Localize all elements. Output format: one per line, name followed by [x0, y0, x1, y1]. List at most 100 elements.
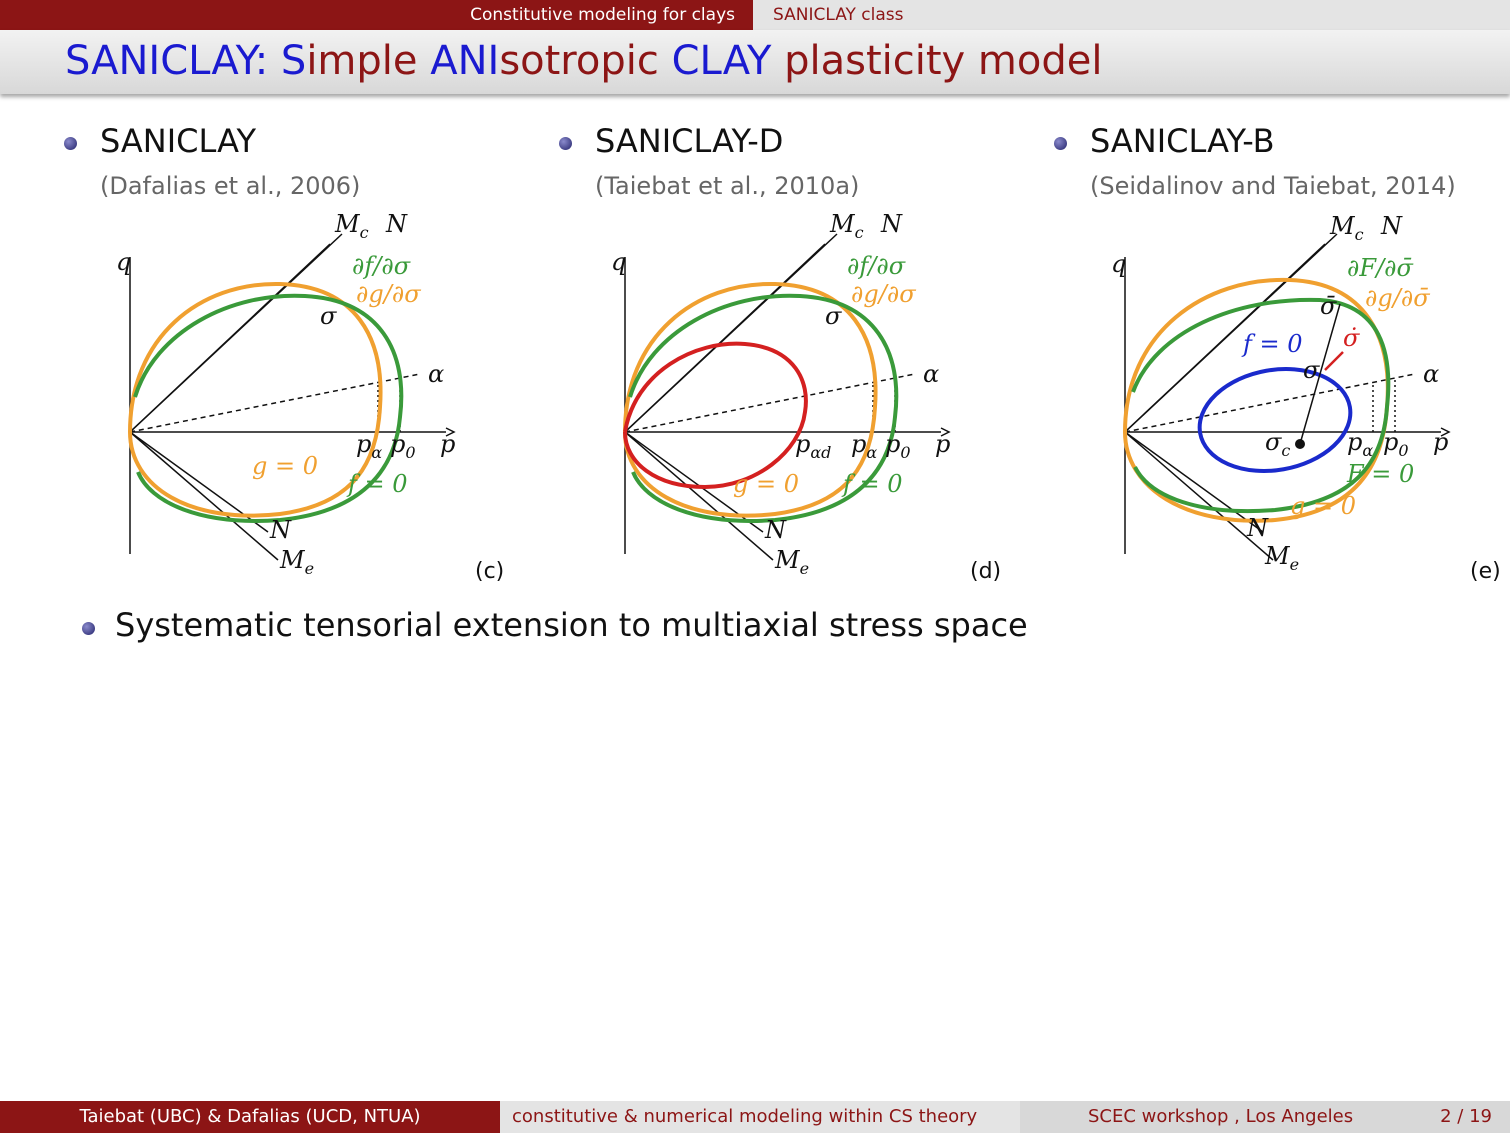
diagram-label: N: [1380, 212, 1403, 240]
footer-authors: Taiebat (UBC) & Dafalias (UCD, NTUA): [0, 1101, 500, 1133]
label-main: p: [795, 430, 810, 458]
column-heading: SANICLAY: [100, 122, 257, 160]
label-main: ∂f/∂σ: [352, 252, 411, 280]
label-main: p: [1433, 428, 1448, 456]
header-subsection: SANICLAY class: [753, 0, 1510, 30]
g-surface: [623, 281, 878, 518]
label-sub: 0: [405, 443, 415, 462]
diagram-label: σ: [1303, 356, 1320, 384]
diagram-label: N: [269, 516, 292, 544]
label-main: σ: [1303, 356, 1320, 384]
diagram-label: α: [1423, 360, 1439, 388]
diagram-label: σ: [825, 302, 842, 330]
diagram-label: ∂g/∂σ: [356, 280, 421, 308]
label-sub: c: [1355, 225, 1364, 244]
diagram-label: g = 0: [733, 470, 799, 498]
label-main: N: [880, 210, 903, 238]
label-main: N: [269, 516, 292, 544]
label-main: M: [774, 546, 801, 574]
diagram-label: p: [1433, 428, 1448, 456]
label-main: N: [385, 210, 408, 238]
label-main: g = 0: [733, 470, 799, 498]
diagram-label: p0: [885, 430, 911, 462]
diagram-label: p0: [390, 430, 416, 462]
diagram-label: Me: [774, 546, 809, 578]
diagram-label: g = 0: [252, 452, 318, 480]
panel-tag: (e): [1470, 559, 1501, 584]
diagram-label: f = 0: [841, 470, 903, 498]
label-main: M: [279, 546, 306, 574]
alpha-line: [1124, 373, 1416, 433]
bullet-dot: [1054, 137, 1067, 150]
label-main: M: [829, 210, 856, 238]
diagram-label: p0: [1383, 428, 1409, 460]
diagram-label: Mc: [1329, 212, 1364, 244]
diagram-label: Me: [279, 546, 314, 578]
me-line-lower: [624, 431, 774, 561]
title-segment: sotropic: [499, 38, 672, 84]
arrow-head: [1440, 427, 1451, 437]
label-main: p: [851, 430, 866, 458]
label-main: f = 0: [346, 470, 408, 498]
label-sub: 0: [900, 443, 910, 462]
footer-right: SCEC workshop , Los Angeles 2 / 19: [1020, 1101, 1510, 1133]
footer-topic: constitutive & numerical modeling within…: [500, 1101, 1020, 1133]
fd-surface: [623, 341, 808, 490]
bullet-dot: [64, 137, 77, 150]
label-main: p: [935, 430, 950, 458]
label-main: p: [885, 430, 900, 458]
diagram-label: f = 0: [346, 470, 408, 498]
diagram-label: α: [923, 360, 939, 388]
diagram-label: g = 0: [1290, 492, 1356, 520]
bullet-dot: [559, 137, 572, 150]
label-main: ∂F/∂σ̄: [1347, 254, 1414, 282]
diagram-label: N: [880, 210, 903, 238]
diagram-label: pαd: [795, 430, 831, 462]
f-surface: [1131, 297, 1391, 514]
diagram: Mc Nq ∂F/∂σ̄∂g/∂σ̄σ̄f = 0 σ̇σ ασc pα p0 pF = 0g…: [1111, 212, 1501, 584]
header-section: Constitutive modeling for clays: [0, 0, 753, 30]
title-segment: plasticity model: [771, 38, 1103, 84]
n-line-lower: [1124, 431, 1264, 533]
me-line-lower: [129, 431, 279, 561]
f-surface: [133, 293, 404, 523]
label-main: ∂g/∂σ̄: [1365, 284, 1430, 312]
me-line-lower: [1124, 431, 1274, 561]
footer-page: 2 / 19: [1440, 1106, 1492, 1127]
diagram-label: ∂g/∂σ̄: [1365, 284, 1430, 312]
label-main: p: [1347, 428, 1362, 456]
n-line: [129, 233, 343, 433]
diagram-label: σ̇: [1343, 324, 1360, 352]
label-sub: 0: [1398, 441, 1408, 460]
label-main: q: [1111, 250, 1126, 278]
citation: (Dafalias et al., 2006): [100, 172, 361, 200]
label-sub: c: [1281, 441, 1290, 460]
title-segment: SANICLAY: S: [65, 38, 307, 84]
diagram-label: σ: [320, 302, 337, 330]
diagram-label: p: [935, 430, 950, 458]
label-sub: e: [800, 559, 809, 578]
n-line: [1124, 233, 1338, 433]
label-main: p: [440, 430, 455, 458]
diagram-label: f = 0: [1241, 330, 1303, 358]
diagram-label: N: [764, 516, 787, 544]
panel-tag: (d): [970, 559, 1001, 584]
label-main: σ: [1265, 428, 1282, 456]
diagram-label: pα: [356, 430, 382, 462]
rate-arrow: [1324, 351, 1344, 371]
label-sub: α: [866, 443, 877, 462]
diagram-label: ∂f/∂σ: [847, 252, 906, 280]
diagram-label: F = 0: [1346, 460, 1414, 488]
label-sub: α: [371, 443, 382, 462]
panel-tag: (c): [475, 559, 504, 584]
footer-event: SCEC workshop , Los Angeles: [1088, 1106, 1354, 1127]
citation: (Taiebat et al., 2010a): [595, 172, 860, 200]
label-main: f = 0: [841, 470, 903, 498]
label-main: F = 0: [1346, 460, 1414, 488]
label-sub: e: [1290, 555, 1299, 574]
diagram-label: pα: [1347, 428, 1373, 460]
label-main: f = 0: [1241, 330, 1303, 358]
